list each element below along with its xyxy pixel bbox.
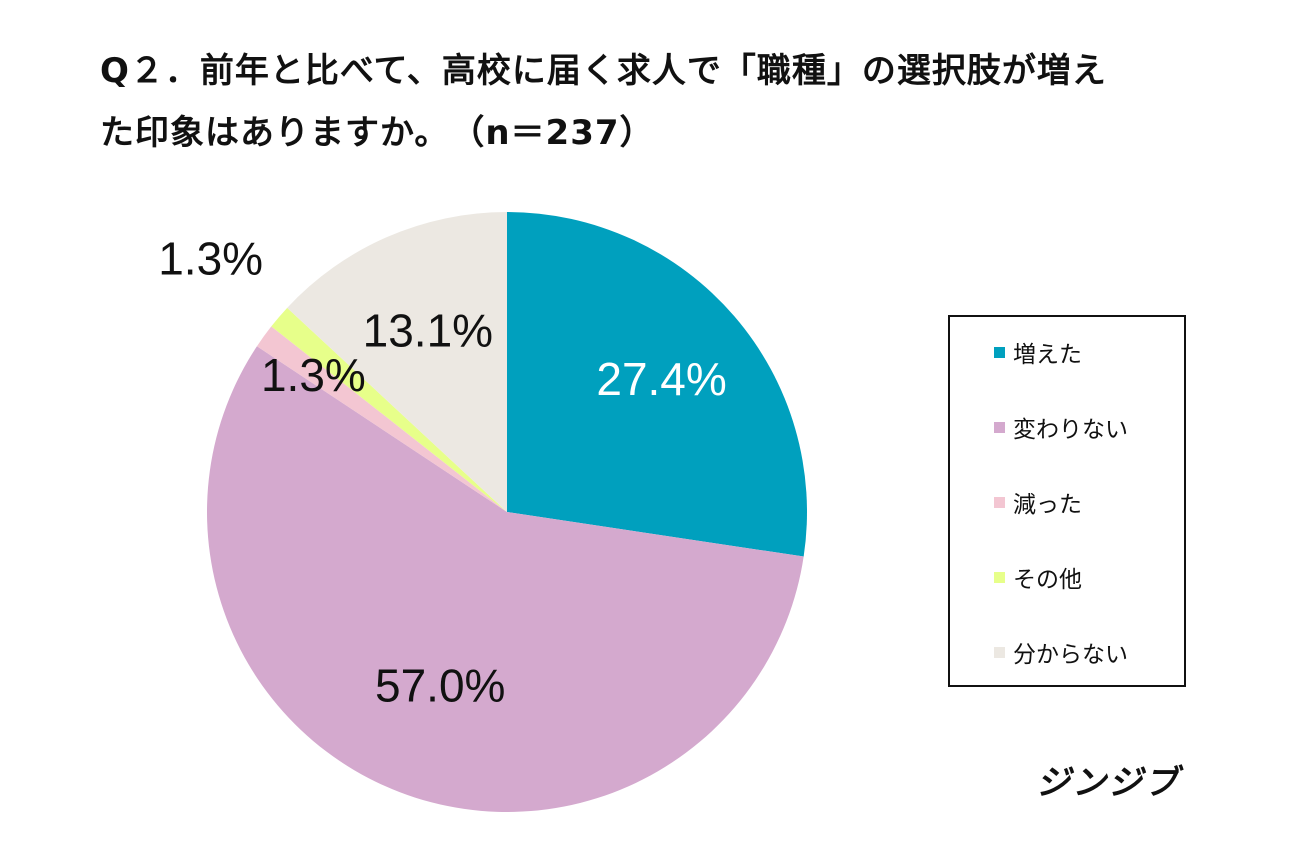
- legend-item-other: その他: [994, 562, 1082, 593]
- title-line-2: た印象はありますか。: [100, 113, 450, 153]
- pie-slice-unknown: [287, 212, 507, 512]
- legend-label: その他: [1013, 567, 1082, 593]
- pie-slices: [207, 212, 807, 812]
- legend-item-unknown: 分からない: [994, 637, 1128, 668]
- legend: 増えた変わりない減ったその他分からない: [948, 315, 1186, 687]
- brand-logo: ジンジブ: [1036, 763, 1180, 803]
- pie-slice-unchanged: [207, 346, 804, 812]
- data-label-increased: 27.4%: [596, 353, 726, 405]
- legend-label: 減った: [1013, 492, 1082, 518]
- legend-swatch: [994, 346, 1005, 358]
- pie-slice-increased: [507, 212, 807, 557]
- title-line-1: Q２．前年と比べて、高校に届く求人で「職種」の選択肢が増え: [100, 51, 1107, 91]
- legend-label: 変わりない: [1013, 417, 1128, 443]
- legend-swatch: [994, 646, 1005, 658]
- legend-label: 分からない: [1013, 642, 1128, 668]
- data-label-decreased: 1.3%: [261, 349, 366, 401]
- legend-item-unchanged: 変わりない: [994, 412, 1128, 443]
- data-label-other: 1.3%: [158, 232, 263, 284]
- pie-data-labels: 27.4%57.0%1.3%1.3%13.1%: [158, 232, 727, 711]
- legend-item-decreased: 減った: [994, 487, 1082, 518]
- pie-slice-decreased: [256, 326, 507, 512]
- legend-swatch: [994, 421, 1005, 433]
- pie-slice-other: [271, 307, 507, 512]
- legend-swatch: [994, 496, 1005, 508]
- legend-label: 増えた: [1013, 342, 1082, 368]
- chart-title: Q２．前年と比べて、高校に届く求人で「職種」の選択肢が増え た印象はありますか。…: [100, 40, 1220, 164]
- legend-swatch: [994, 571, 1005, 583]
- legend-item-increased: 増えた: [994, 337, 1082, 368]
- sample-size-label: （n＝237）: [467, 113, 655, 153]
- data-label-unknown: 13.1%: [363, 304, 493, 356]
- data-label-unchanged: 57.0%: [375, 660, 505, 712]
